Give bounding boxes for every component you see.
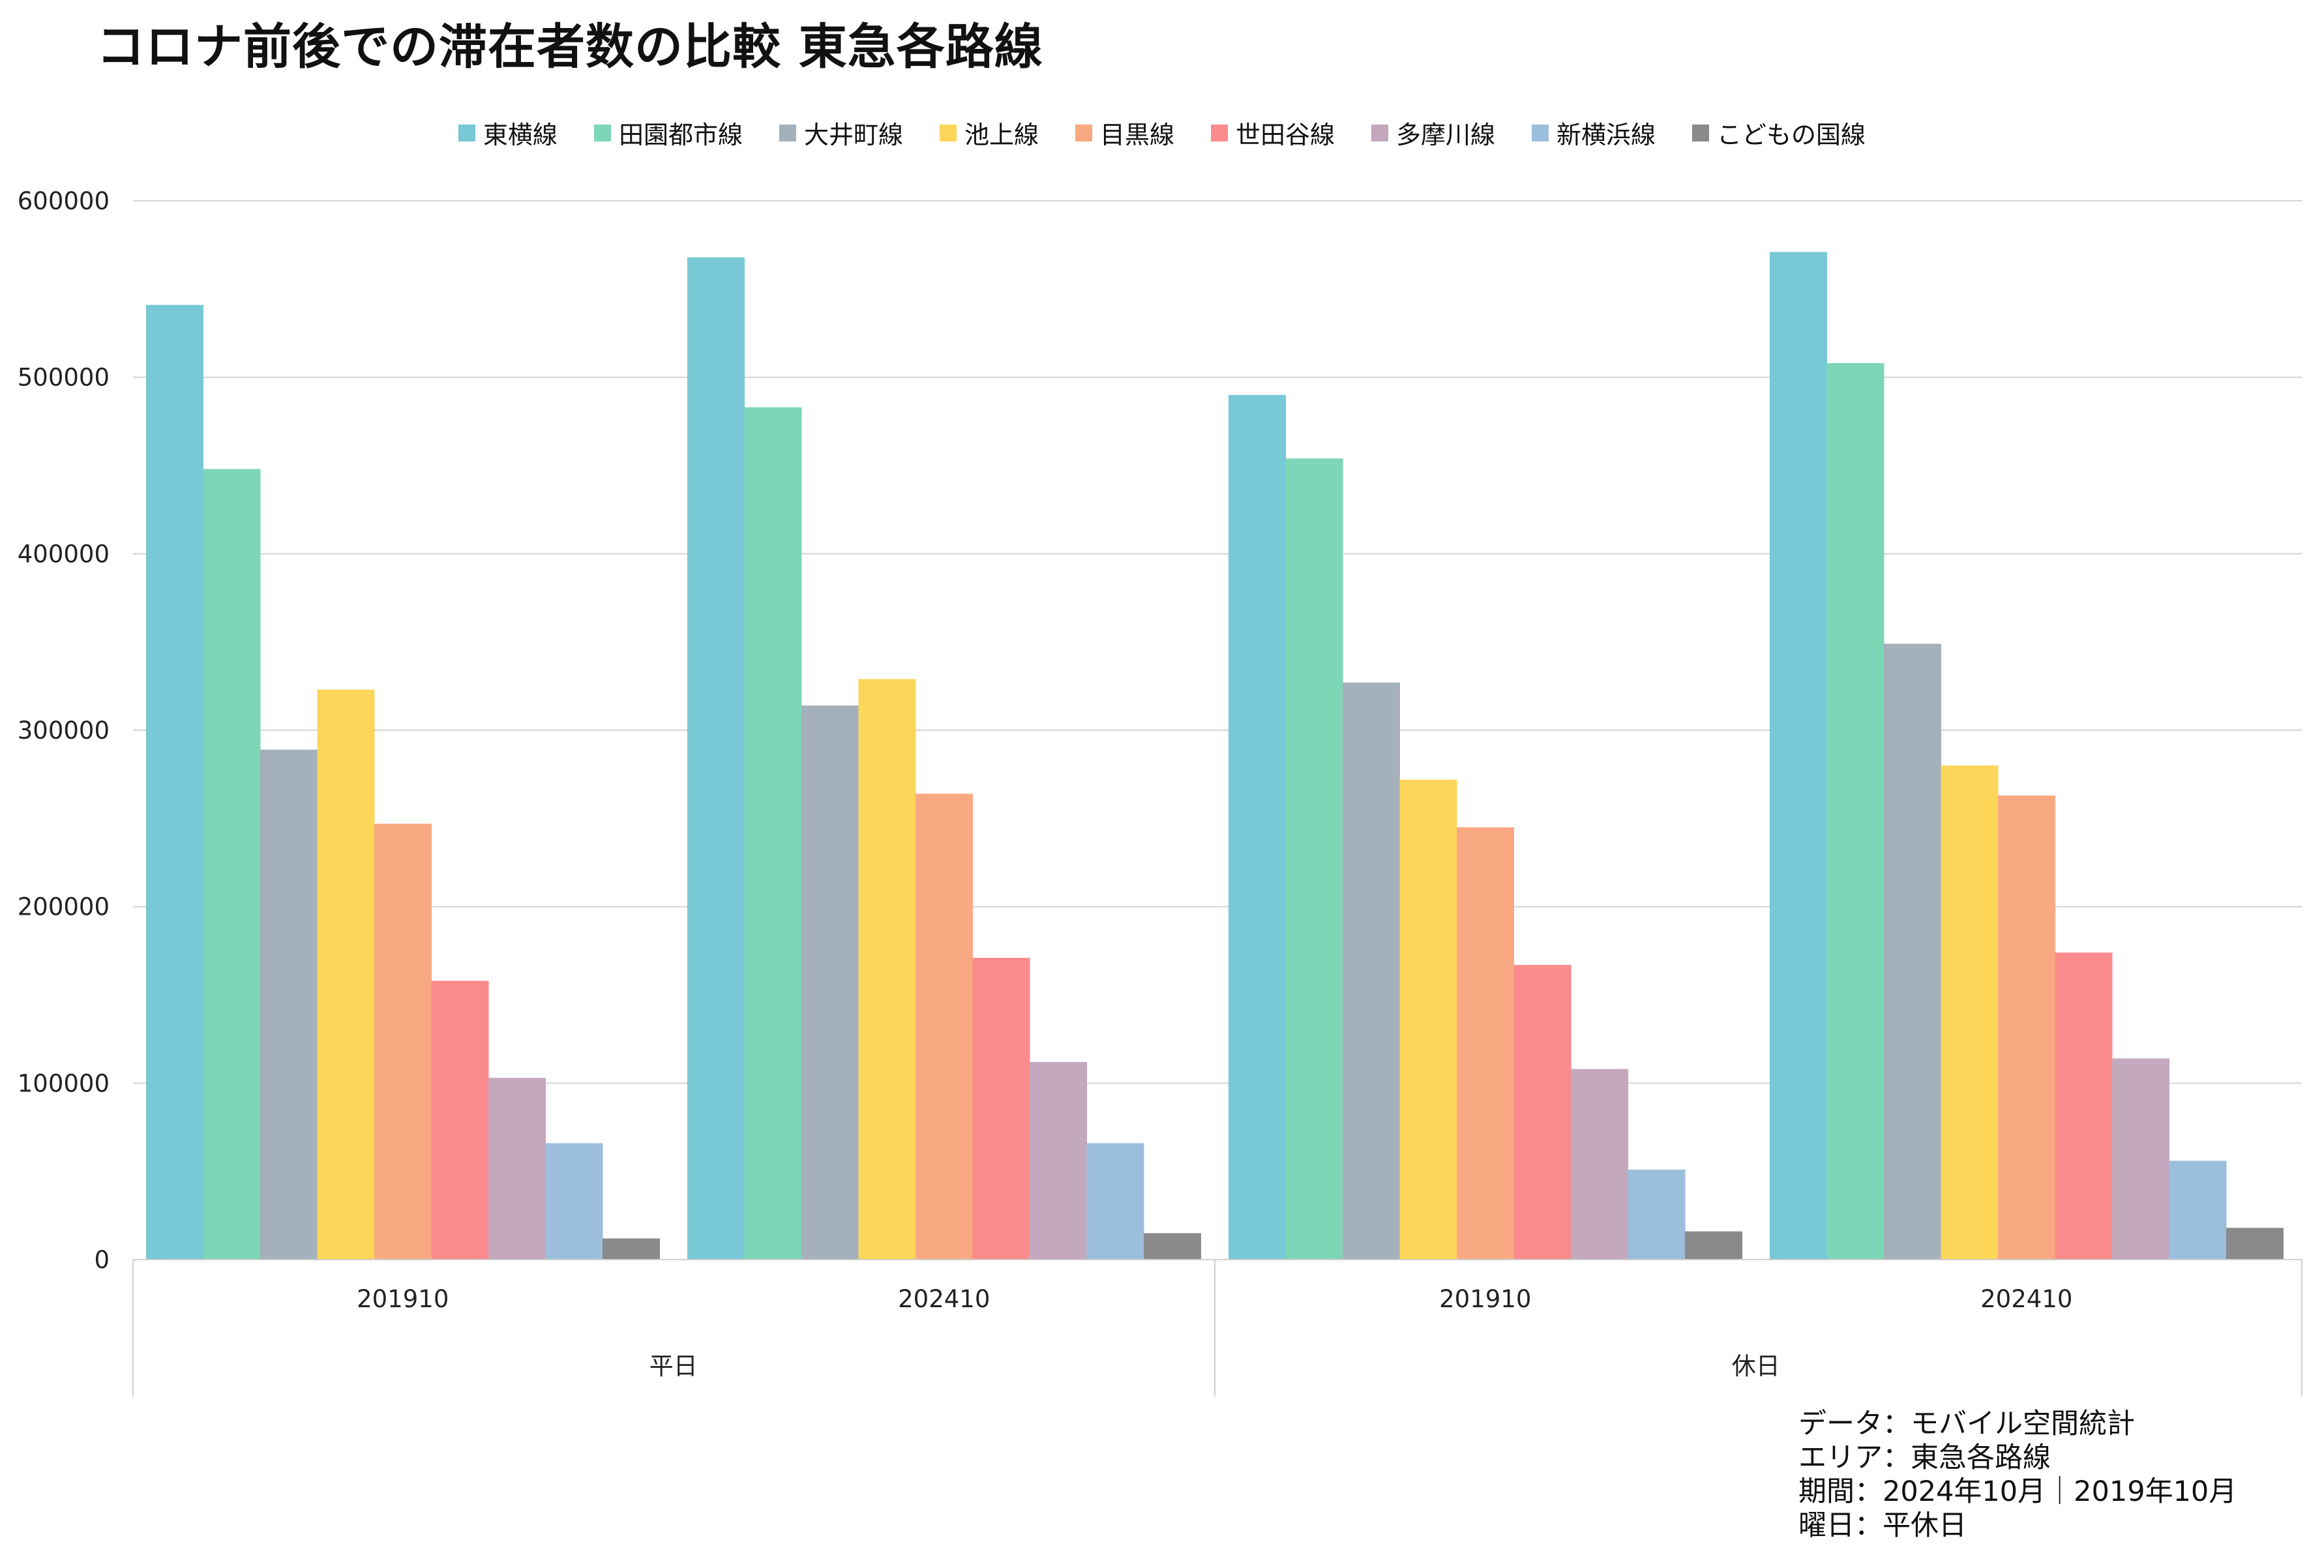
note-period: 期間：2024年10月｜2019年10月 [1798,1475,2237,1508]
legend-item: 世田谷線 [1211,115,1335,151]
legend-swatch [1371,124,1389,141]
legend-label: 目黒線 [1099,121,1174,149]
chart-title: コロナ前後での滞在者数の比較 東急各路線 [97,19,1043,75]
bar [146,304,203,1260]
y-tick-label: 600000 [18,187,110,215]
bar [1685,1231,1742,1260]
legend-item: 池上線 [939,115,1039,151]
bar [1343,682,1400,1260]
legend-label: 世田谷線 [1236,121,1335,149]
y-tick-label: 400000 [18,540,110,568]
bar [488,1078,546,1260]
x-tick-label: 201910 [1439,1285,1531,1313]
y-tick-label: 300000 [18,717,110,745]
legend-item: 目黒線 [1075,115,1174,151]
bar [1144,1233,1201,1260]
legend-label: 大井町線 [803,121,903,149]
bar [203,469,261,1260]
legend-swatch [1692,124,1710,141]
legend-swatch [1211,124,1228,141]
bar [2169,1161,2227,1260]
bar [603,1238,660,1260]
x-tick-label: 202410 [898,1285,990,1313]
y-axis-ticks: 0 100000 200000 300000 400000 500000 600000 [18,187,110,1274]
legend-item: 東横線 [458,115,558,151]
bar [1030,1061,1087,1260]
bar [1826,363,1885,1260]
bar [1513,964,1572,1260]
legend-swatch [1075,124,1092,141]
bar [1571,1069,1628,1260]
x-group-label: 休日 [1732,1352,1780,1380]
legend-swatch [1532,124,1549,141]
bar [1285,458,1343,1260]
y-tick-label: 100000 [18,1069,110,1097]
legend-item: 大井町線 [779,115,903,151]
legend: 東横線 田園都市線 大井町線 池上線 目黒線 世田谷線 多摩川線 新横浜線 こどもの国線 [0,115,2324,151]
legend-item: 多摩川線 [1371,115,1495,151]
note-day-type: 曜日：平休日 [1798,1509,1967,1542]
legend-swatch [458,124,475,141]
legend-label: 東横線 [483,121,558,149]
bar [431,981,489,1260]
bar [317,689,375,1260]
bar [545,1143,603,1260]
legend-item: 田園都市線 [593,115,743,151]
bar [260,749,318,1260]
bar [1229,394,1286,1260]
bar [858,679,916,1260]
bar [374,823,432,1260]
bar [2055,953,2113,1260]
bar [687,257,745,1260]
bar [1086,1143,1144,1260]
note-area: エリア：東急各路線 [1798,1442,2051,1474]
source-note: データ：モバイル空間統計 エリア：東急各路線 期間：2024年10月｜2019年… [1798,1407,2237,1543]
bar [1628,1169,1686,1260]
bar [744,407,802,1260]
bar [801,705,859,1260]
note-data-source: データ：モバイル空間統計 [1798,1408,2135,1440]
bar [1457,827,1514,1260]
bar [972,958,1030,1260]
bar [1941,765,1999,1260]
bar [2226,1228,2284,1260]
legend-swatch [593,124,611,141]
legend-label: 多摩川線 [1396,121,1496,149]
bar [2112,1058,2169,1260]
x-axis: 201910 202410 201910 202410 平日 休日 [132,1259,2302,1397]
bar [916,793,973,1260]
x-tick-label: 201910 [357,1285,449,1313]
x-tick-label: 202410 [1980,1285,2072,1313]
y-tick-label: 0 [94,1246,110,1274]
legend-label: 田園都市線 [618,121,743,149]
legend-label: 池上線 [964,121,1039,149]
bar [1884,643,1941,1260]
bar [1770,252,1827,1260]
legend-item: こどもの国線 [1692,115,1866,151]
bar [1399,779,1457,1260]
y-tick-label: 200000 [18,893,110,921]
legend-label: 新横浜線 [1557,121,1656,149]
legend-swatch [779,124,796,141]
x-group-label: 平日 [649,1352,698,1380]
legend-item: 新横浜線 [1532,115,1656,151]
legend-label: こどもの国線 [1717,121,1866,149]
legend-swatch [939,124,957,141]
bars [146,252,2284,1260]
bar [1998,795,2055,1260]
y-tick-label: 500000 [18,364,110,392]
